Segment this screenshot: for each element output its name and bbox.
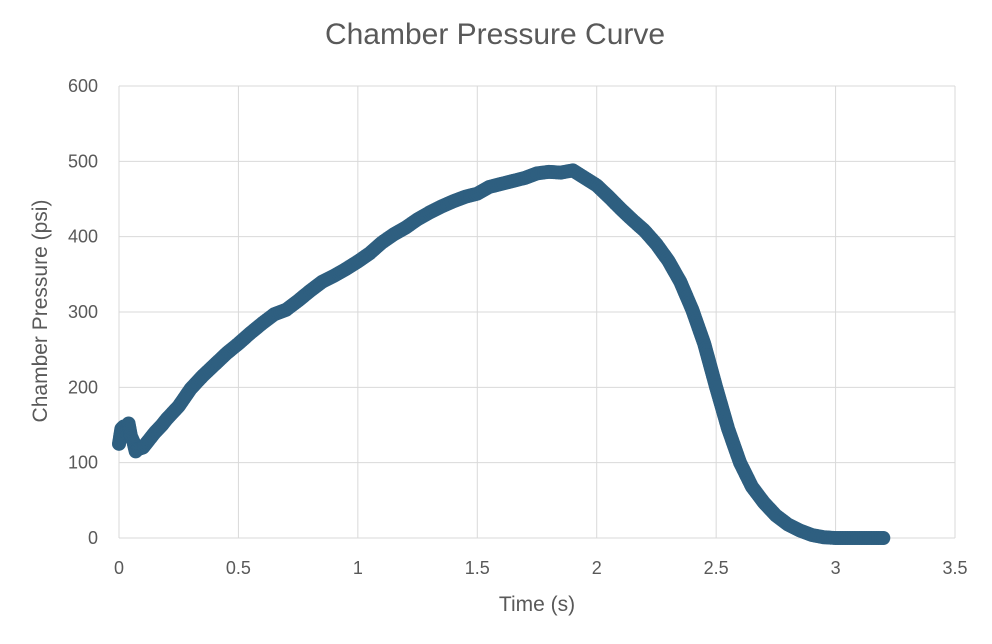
grid-lines xyxy=(118,85,956,539)
x-tick-labels: 0 0.5 1 1.5 2 2.5 3 3.5 xyxy=(114,558,968,578)
y-tick-label: 200 xyxy=(68,377,98,397)
x-tick-label: 0.5 xyxy=(226,558,251,578)
x-tick-label: 1 xyxy=(353,558,363,578)
x-tick-label: 2.5 xyxy=(704,558,729,578)
data-point xyxy=(876,531,891,545)
x-tick-label: 1.5 xyxy=(465,558,490,578)
x-tick-label: 0 xyxy=(114,558,124,578)
y-tick-label: 100 xyxy=(68,453,98,473)
x-tick-label: 3 xyxy=(831,558,841,578)
x-axis-title: Time (s) xyxy=(499,593,575,616)
y-tick-label: 0 xyxy=(88,528,98,548)
chart-title: Chamber Pressure Curve xyxy=(325,18,665,51)
y-tick-label: 400 xyxy=(68,227,98,247)
y-axis-title: Chamber Pressure (psi) xyxy=(29,200,52,423)
data-points xyxy=(112,163,891,545)
y-tick-label: 600 xyxy=(68,76,98,96)
x-tick-label: 2 xyxy=(592,558,602,578)
y-tick-labels: 0 100 200 300 400 500 600 xyxy=(68,76,98,548)
x-tick-label: 3.5 xyxy=(942,558,967,578)
y-tick-label: 500 xyxy=(68,151,98,171)
y-tick-label: 300 xyxy=(68,302,98,322)
